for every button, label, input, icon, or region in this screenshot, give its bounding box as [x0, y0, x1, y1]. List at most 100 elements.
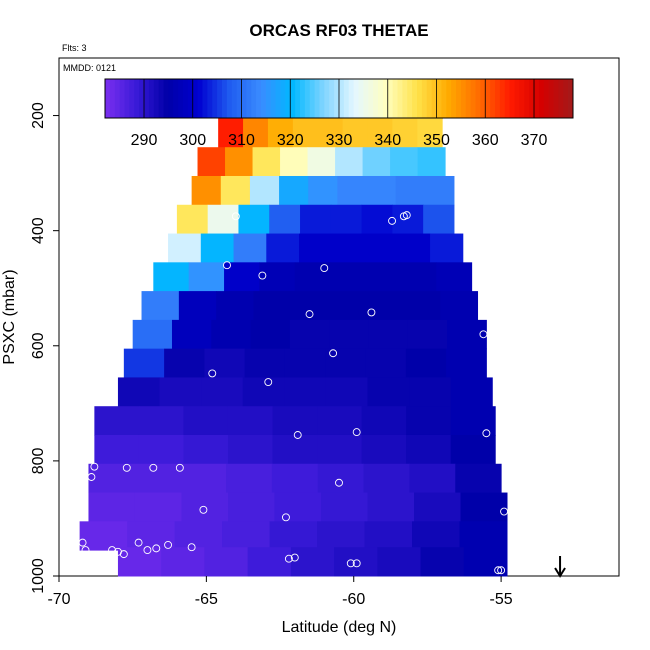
heatmap-cell: [159, 377, 202, 407]
colorbar-segment: [290, 79, 296, 118]
heatmap-cell: [367, 377, 410, 407]
colorbar-segment: [178, 79, 184, 118]
colorbar-segment: [558, 79, 564, 118]
x-tick-label: -55: [490, 591, 513, 608]
colorbar-segment: [412, 79, 418, 118]
heatmap-cell: [325, 377, 368, 407]
heatmap-cell: [446, 348, 487, 378]
colorbar-segment: [378, 79, 384, 118]
observation-point: [199, 505, 208, 514]
heatmap-cell: [367, 492, 415, 522]
heatmap-cell: [406, 434, 452, 465]
heatmap-cell: [300, 204, 332, 235]
heatmap-cell: [390, 147, 419, 177]
colorbar-segment: [183, 79, 189, 118]
heatmap-cell: [392, 204, 424, 235]
heatmap-cell: [88, 492, 136, 522]
arrow-marker: [554, 556, 566, 578]
heatmap-cell: [247, 547, 292, 577]
heatmap-cell: [331, 233, 366, 263]
heatmap-cell: [226, 463, 273, 494]
date-note: MMDD: 0121: [63, 63, 116, 73]
heatmap-cell: [430, 233, 464, 263]
observation-point: [494, 566, 503, 575]
x-tick-label: -60: [342, 591, 365, 608]
colorbar-segment: [421, 79, 428, 118]
observation-point: [108, 546, 117, 555]
observation-point: [305, 310, 314, 319]
heatmap-cell: [250, 319, 291, 350]
heatmap-cell: [127, 521, 176, 551]
colorbar-segment: [568, 79, 574, 118]
colorbar-segment: [280, 79, 286, 118]
observation-point: [143, 546, 152, 555]
heatmap-cell: [292, 118, 319, 148]
heatmap-cell: [134, 492, 182, 522]
colorbar-segment: [124, 79, 130, 118]
heatmap-cell: [409, 377, 452, 407]
colorbar-segment: [212, 79, 218, 118]
observation-point: [284, 554, 293, 563]
heatmap-cell: [138, 434, 184, 465]
arrow-head: [554, 567, 566, 578]
heatmap-cell: [409, 463, 456, 494]
colorbar-segment: [563, 79, 569, 118]
heatmap-cell: [290, 291, 329, 321]
observation-point: [500, 507, 509, 516]
colorbar-segment: [553, 79, 559, 118]
colorbar-segment: [241, 79, 247, 118]
heatmap-cell: [220, 175, 251, 206]
colorbar-segment: [256, 79, 262, 118]
heatmap-cell: [269, 204, 301, 235]
colorbar-segment: [285, 79, 291, 118]
heatmap-cell: [366, 175, 397, 206]
heatmap-cell: [181, 492, 229, 522]
heatmap-cell: [328, 291, 367, 321]
heatmap-cell: [200, 233, 235, 263]
observation-point: [335, 478, 343, 487]
heatmap-cell: [392, 118, 418, 148]
colorbar-segment: [353, 79, 359, 118]
colorbar-segment: [114, 79, 121, 118]
heatmap-cell: [364, 521, 413, 551]
heatmap-cell: [420, 547, 465, 577]
observation-point: [329, 349, 338, 358]
heatmap-cell: [94, 434, 140, 465]
observation-point: [231, 212, 240, 221]
heatmap-cell: [183, 406, 229, 436]
heatmap-cell: [364, 233, 398, 263]
heatmap-cell: [447, 319, 487, 350]
colorbar-segment: [426, 79, 433, 118]
observation-point: [290, 553, 299, 562]
heatmap-cell: [455, 463, 502, 494]
colorbar: 290 300 310 320 330 340 350 360 370: [104, 78, 574, 149]
colorbar-segment: [490, 79, 496, 118]
observation-point: [479, 183, 488, 192]
heatmap-cell: [117, 377, 161, 407]
flights-note: Flts: 3: [62, 43, 87, 53]
colorbar-segment: [168, 79, 174, 118]
heatmap-cell: [227, 434, 274, 465]
colorbar-segment: [499, 79, 506, 118]
heatmap-cell: [400, 262, 437, 292]
heatmap-cell: [242, 377, 285, 407]
colorbar-segment: [251, 79, 257, 118]
heatmap-cell: [417, 147, 446, 177]
heatmap-cell: [269, 521, 318, 551]
colorbar-tick-label: 370: [521, 132, 548, 149]
colorbar-segment: [373, 79, 379, 118]
x-tick-label: -65: [195, 591, 218, 608]
colorbar-tick-label: 310: [228, 132, 255, 149]
colorbar-segment: [304, 79, 311, 118]
heatmap-cell: [365, 262, 402, 292]
heatmap-cell: [361, 204, 393, 235]
heatmap-cell: [238, 204, 270, 235]
colorbar-segment: [309, 79, 316, 118]
heatmap-cell: [117, 547, 162, 577]
colorbar-segment: [319, 79, 325, 118]
colorbar-tick-label: 350: [423, 132, 450, 149]
colorbar-segment: [519, 79, 525, 118]
observation-point: [479, 330, 488, 339]
observation-point: [87, 473, 96, 481]
chart-title: ORCAS RF03 THETAE: [249, 21, 428, 40]
